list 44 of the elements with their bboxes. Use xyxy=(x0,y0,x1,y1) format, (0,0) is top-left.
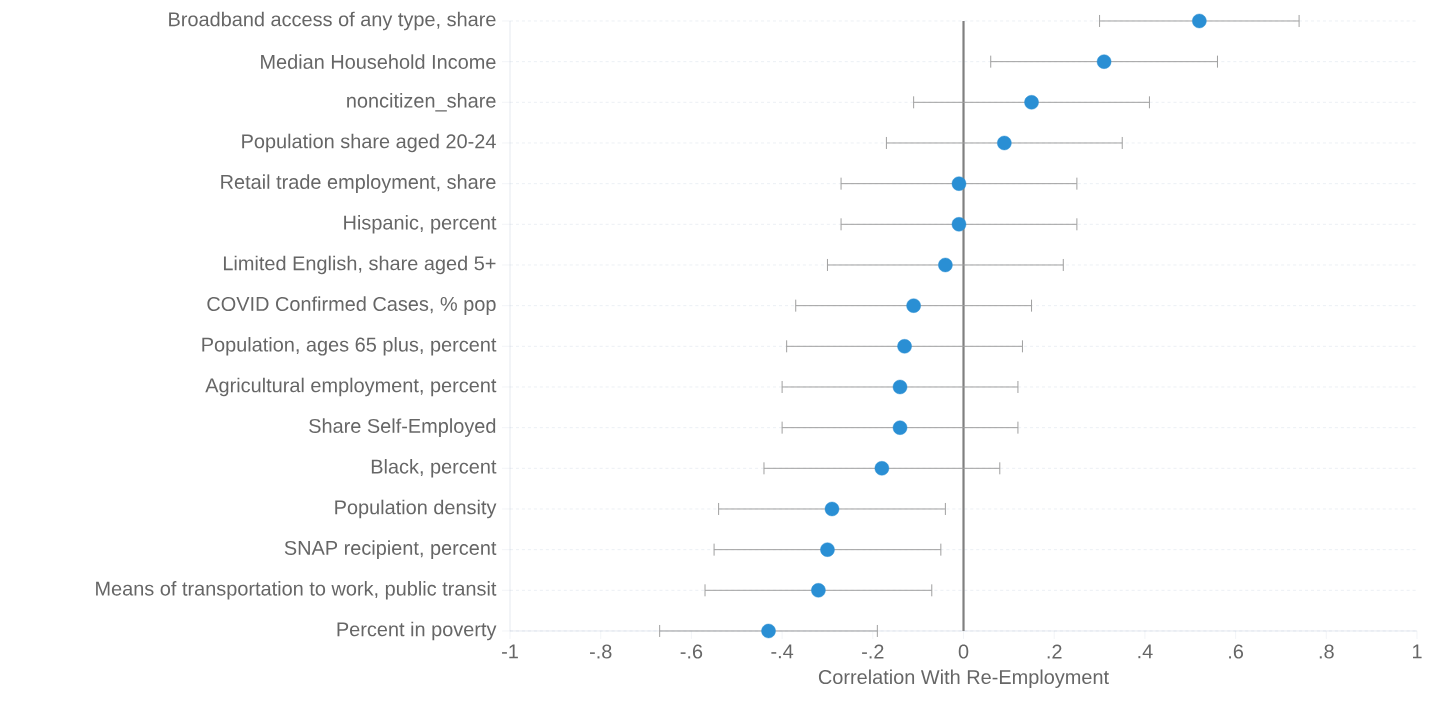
y-tick-label: Percent in poverty xyxy=(337,621,497,641)
point xyxy=(824,501,840,517)
y-tick-label: Black, percent xyxy=(371,459,497,478)
point xyxy=(897,339,912,354)
point xyxy=(951,176,967,191)
point xyxy=(997,135,1012,151)
x-tick-label: -.4 xyxy=(771,644,794,659)
y-tick-label: Means of transportation to work, public transit xyxy=(96,581,497,600)
y-tick-label: noncitizen_share xyxy=(347,93,496,112)
point xyxy=(951,217,967,232)
x-tick-label: -.8 xyxy=(589,644,612,659)
x-tick-label: .2 xyxy=(1047,644,1062,659)
y-tick-label: Population, ages 65 plus, percent xyxy=(202,337,497,356)
y-tick-label: COVID Confirmed Cases, % pop xyxy=(207,296,496,315)
point xyxy=(938,257,953,273)
y-tick-label: Population density xyxy=(335,499,497,519)
point xyxy=(1192,13,1207,29)
y-tick-label: Population share aged 20-24 xyxy=(242,133,496,153)
y-tick-label: Share Self-Employed xyxy=(309,418,496,437)
point xyxy=(811,583,826,598)
point xyxy=(1024,95,1039,110)
x-tick-label: -.2 xyxy=(862,644,884,659)
point xyxy=(761,623,776,639)
point xyxy=(874,461,890,476)
y-tick-label: Median Household Income xyxy=(261,54,496,69)
point xyxy=(820,542,835,557)
x-tick-label: -.6 xyxy=(680,644,703,659)
x-tick-label: .4 xyxy=(1138,644,1153,659)
y-tick-label: Retail trade employment, share xyxy=(221,174,496,193)
x-tick-label: -1 xyxy=(502,644,518,659)
y-tick-label: SNAP recipient, percent xyxy=(284,540,497,559)
y-tick-label: Broadband access of any type, share xyxy=(169,11,496,31)
point xyxy=(906,298,921,313)
y-tick-label: Hispanic, percent xyxy=(344,215,497,234)
point xyxy=(1096,54,1112,69)
point xyxy=(892,379,908,395)
point xyxy=(892,420,908,435)
x-tick-label: 0 xyxy=(958,644,969,659)
x-tick-label: 1 xyxy=(1412,644,1422,659)
y-tick-label: Limited English, share aged 5+ xyxy=(223,255,496,275)
x-tick-label: .8 xyxy=(1319,644,1334,659)
y-tick-label: Agricultural employment, percent xyxy=(205,377,497,397)
x-axis-title: Correlation With Re-Employment xyxy=(818,669,1109,689)
x-tick-label: .6 xyxy=(1229,644,1244,659)
